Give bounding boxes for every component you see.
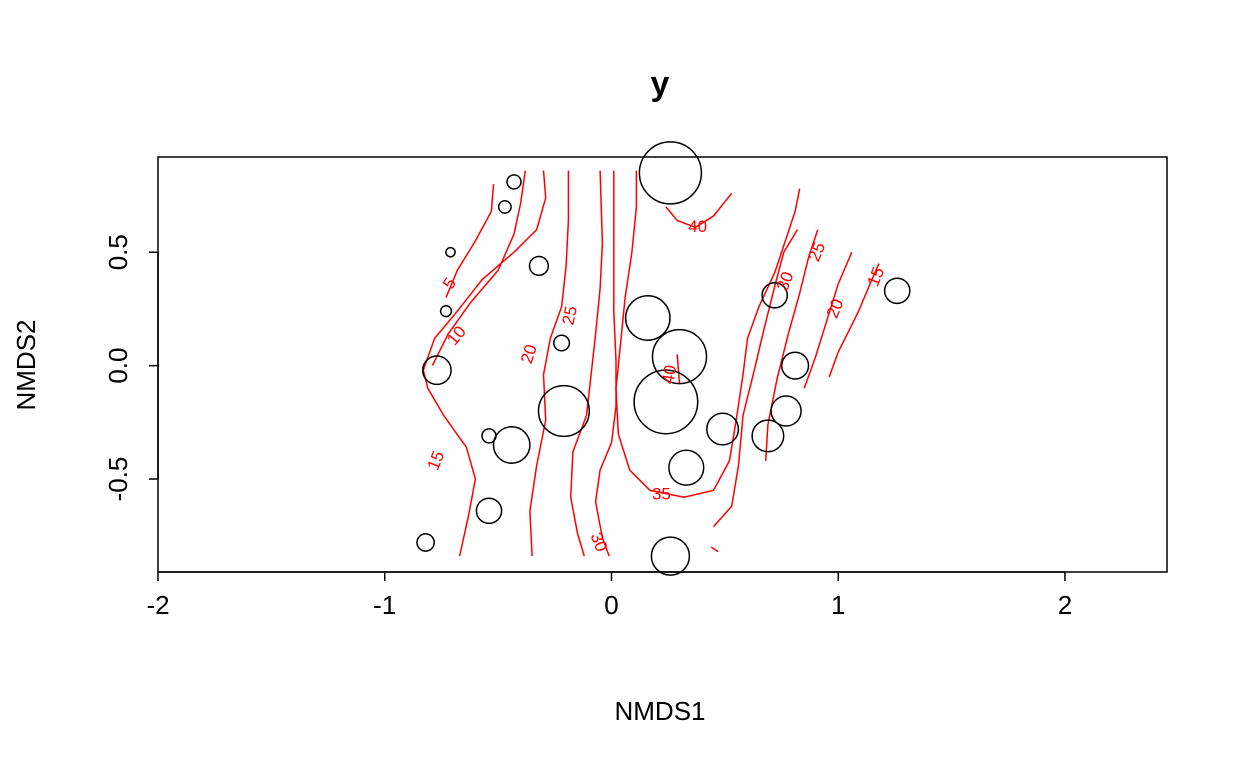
site-point-17 xyxy=(770,395,802,427)
site-point-15 xyxy=(706,412,740,446)
site-point-3 xyxy=(445,246,456,258)
site-point-19 xyxy=(761,281,789,309)
site-point-4 xyxy=(439,305,453,318)
contour-line-20-11 xyxy=(828,263,880,378)
contour-line-40-7 xyxy=(676,354,681,384)
x-tick-label-2: 0 xyxy=(604,590,618,620)
site-point-20 xyxy=(883,277,911,305)
contour-layer xyxy=(422,170,880,557)
chart-title: y xyxy=(651,65,670,103)
y-axis-label: NMDS2 xyxy=(11,319,41,410)
contour-line-20-3 xyxy=(529,170,570,557)
contour-label-0: 5 xyxy=(439,274,460,292)
contour-line-30-9 xyxy=(712,229,799,528)
site-point-8 xyxy=(624,295,671,341)
site-point-21 xyxy=(475,497,503,525)
y-axis: -0.5 0.0 0.5 xyxy=(103,234,159,502)
x-axis-label: NMDS1 xyxy=(614,696,705,726)
site-point-9 xyxy=(651,328,708,385)
contour-label-4: 25 xyxy=(558,304,581,326)
x-axis: -2 -1 0 1 2 xyxy=(146,571,1072,620)
site-point-2 xyxy=(497,199,512,214)
site-point-14 xyxy=(668,449,705,486)
y-tick-label-2: 0.5 xyxy=(103,234,133,270)
site-point-13 xyxy=(481,428,497,444)
contour-label-9: 30 xyxy=(773,269,798,294)
site-point-7 xyxy=(421,355,452,386)
site-point-22 xyxy=(416,533,435,552)
contour-label-2: 15 xyxy=(424,448,449,473)
contour-label-6: 35 xyxy=(652,484,671,503)
site-point-5 xyxy=(528,255,550,277)
contour-line-35-6 xyxy=(615,170,801,498)
x-tick-label-3: 1 xyxy=(831,590,845,620)
contour-line-40-8 xyxy=(665,192,733,229)
contour-line-25-4 xyxy=(569,170,604,557)
y-tick-label-0: -0.5 xyxy=(103,457,133,502)
contour-line-10-1 xyxy=(431,170,527,366)
site-point-23 xyxy=(650,536,691,576)
site-point-6 xyxy=(553,334,571,352)
y-tick-label-1: 0.0 xyxy=(103,348,133,384)
x-tick-label-4: 2 xyxy=(1058,590,1072,620)
site-point-11 xyxy=(537,384,591,438)
x-tick-label-0: -2 xyxy=(146,590,169,620)
contour-line-15-12 xyxy=(803,251,853,389)
site-point-1 xyxy=(506,174,522,190)
contour-line-15-2 xyxy=(422,170,547,557)
site-point-10 xyxy=(633,369,699,435)
contour-label-7: 40 xyxy=(658,364,680,386)
site-point-16 xyxy=(751,419,785,453)
site-point-18 xyxy=(780,351,810,380)
contour-line-5-0 xyxy=(445,184,495,298)
x-tick-label-1: -1 xyxy=(373,590,396,620)
contour-line-25-10 xyxy=(764,229,819,461)
site-point-12 xyxy=(492,426,531,464)
contour-label-1: 10 xyxy=(443,322,470,349)
contour-label-3: 20 xyxy=(517,342,541,366)
site-point-0 xyxy=(638,141,703,205)
contour-label-11: 20 xyxy=(823,296,848,321)
contour-label-8: 40 xyxy=(688,217,707,236)
site-circles-layer xyxy=(416,141,911,576)
contour-line-30-5 xyxy=(594,170,617,557)
contour-line-40-13 xyxy=(710,546,719,553)
contour-label-12: 15 xyxy=(864,264,889,289)
